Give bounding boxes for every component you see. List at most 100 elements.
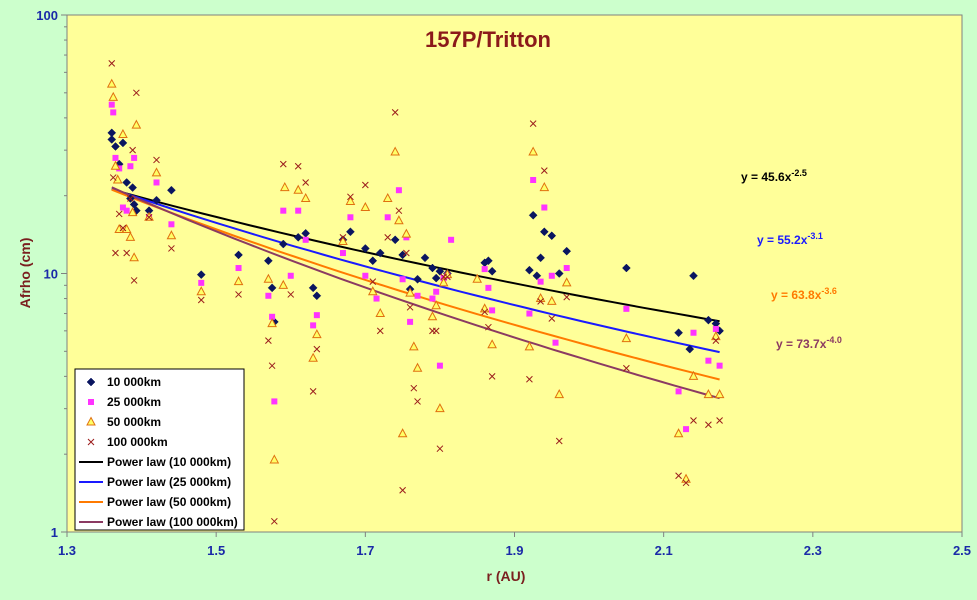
data-point xyxy=(526,310,533,317)
data-point xyxy=(294,162,302,170)
data-point xyxy=(690,329,697,336)
data-point xyxy=(302,179,310,186)
data-point xyxy=(488,373,496,380)
data-point xyxy=(110,160,121,170)
data-point xyxy=(131,119,142,129)
data-point xyxy=(375,307,386,318)
data-point xyxy=(264,256,273,266)
data-point xyxy=(108,91,119,101)
data-point xyxy=(484,256,493,266)
data-point xyxy=(108,60,116,67)
data-point xyxy=(536,253,545,263)
data-point xyxy=(433,288,440,295)
legend-marker xyxy=(88,399,94,405)
data-point xyxy=(705,357,712,364)
data-point xyxy=(554,389,565,399)
data-point xyxy=(313,345,321,353)
data-point xyxy=(407,318,414,325)
data-point xyxy=(122,178,132,187)
data-point xyxy=(271,398,278,405)
data-point xyxy=(397,428,408,438)
data-point xyxy=(127,163,134,170)
y-axis-title: Afrho (cm) xyxy=(17,238,33,309)
data-point xyxy=(431,300,442,310)
data-point xyxy=(448,236,455,243)
data-point xyxy=(395,187,402,194)
data-point xyxy=(530,176,537,183)
data-point xyxy=(399,486,406,494)
data-point xyxy=(537,298,544,305)
data-point xyxy=(302,236,309,243)
data-point xyxy=(438,277,449,287)
data-point xyxy=(168,221,175,228)
data-point xyxy=(537,278,544,285)
data-point xyxy=(546,295,557,305)
data-point xyxy=(339,250,346,257)
data-point xyxy=(554,269,564,278)
data-point xyxy=(525,265,534,275)
data-point xyxy=(524,341,535,351)
legend-marker xyxy=(86,416,96,426)
x-tick-label: 2.3 xyxy=(804,543,822,558)
data-point xyxy=(711,331,721,341)
data-point xyxy=(362,272,369,279)
data-point xyxy=(714,389,725,399)
data-point xyxy=(408,341,419,351)
data-point xyxy=(145,213,153,221)
data-point xyxy=(293,184,304,194)
data-point xyxy=(280,207,287,214)
data-point xyxy=(436,362,443,369)
data-point xyxy=(622,263,631,273)
data-point xyxy=(685,344,695,354)
fit-equation: y = 45.6x-2.5 xyxy=(741,168,807,184)
data-point xyxy=(555,437,563,445)
legend-label: Power law (10 000km) xyxy=(107,455,231,469)
data-points xyxy=(106,60,725,525)
data-point xyxy=(712,337,720,344)
data-point xyxy=(427,311,438,321)
data-point xyxy=(234,250,243,260)
x-tick-label: 2.1 xyxy=(655,543,673,558)
x-axis: 1.3 1.5 1.7 1.9 2.1 2.3 2.5 xyxy=(58,531,971,558)
data-point xyxy=(489,307,496,314)
data-point xyxy=(278,279,289,289)
data-point xyxy=(361,181,369,189)
data-point xyxy=(547,231,557,241)
data-point xyxy=(121,223,132,233)
data-point xyxy=(621,333,632,343)
data-point xyxy=(267,318,277,328)
data-point xyxy=(308,283,318,293)
data-point xyxy=(360,201,371,212)
data-point xyxy=(435,403,445,413)
data-point xyxy=(399,276,406,283)
data-point xyxy=(391,109,399,116)
data-point xyxy=(367,286,378,296)
y-tick-label: 100 xyxy=(36,8,58,23)
data-point xyxy=(412,362,423,372)
data-point xyxy=(265,337,272,344)
data-point xyxy=(623,305,630,312)
data-point xyxy=(712,325,719,332)
data-point xyxy=(310,322,317,329)
data-point xyxy=(300,192,311,203)
data-point xyxy=(127,195,134,202)
data-point xyxy=(127,207,138,217)
data-point xyxy=(347,193,354,201)
data-point xyxy=(110,109,117,116)
legend: 10 000km 25 000km 50 000km 100 000km Power l… xyxy=(74,368,245,531)
data-point xyxy=(390,146,400,156)
legend-label: Power law (100 000km) xyxy=(107,515,238,529)
data-point xyxy=(360,244,370,253)
legend-label: 25 000km xyxy=(107,395,161,409)
data-point xyxy=(541,204,548,211)
data-point xyxy=(376,327,384,335)
data-point xyxy=(562,246,572,256)
data-point xyxy=(144,211,154,221)
data-point xyxy=(131,154,138,161)
data-point xyxy=(481,308,489,316)
data-point xyxy=(623,364,630,372)
data-point xyxy=(413,274,422,284)
data-point xyxy=(529,120,537,127)
y-tick-label: 1 xyxy=(51,525,58,540)
